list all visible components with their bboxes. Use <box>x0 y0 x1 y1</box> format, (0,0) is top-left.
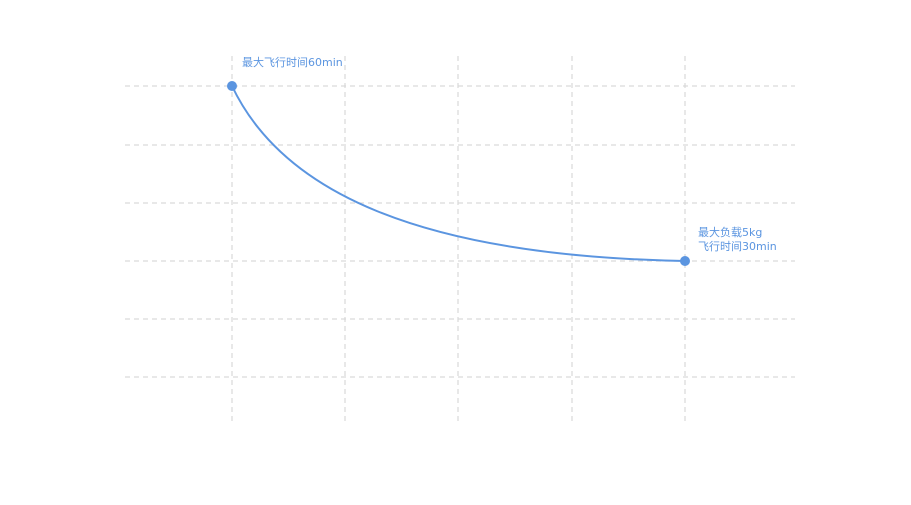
data-point-2 <box>680 256 690 266</box>
annotation-label-1-line-1: 最大飞行时间60min <box>242 55 343 69</box>
series-curve <box>231 85 686 262</box>
annotation-label-2-line-2: 飞行时间30min <box>698 240 777 253</box>
data-points <box>227 81 690 266</box>
grid <box>125 56 795 425</box>
annotation-label-2-line-1: 最大负载5kg <box>698 225 762 239</box>
data-point-1 <box>227 81 237 91</box>
